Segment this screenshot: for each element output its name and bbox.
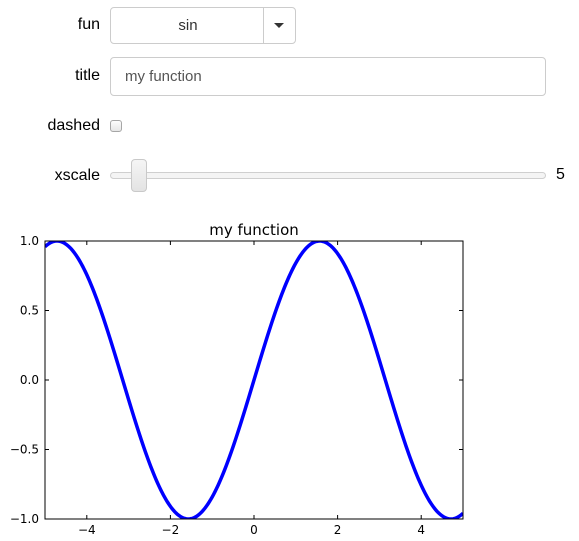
caret-down-icon: [274, 23, 284, 28]
xscale-label: xscale: [54, 167, 100, 184]
y-tick-label: −1.0: [10, 512, 39, 526]
x-tick-label: 0: [250, 523, 258, 537]
x-tick-label: −2: [162, 523, 180, 537]
xscale-value: 5: [556, 166, 565, 183]
title-label: title: [75, 67, 100, 84]
x-tick-label: 2: [334, 523, 342, 537]
title-input[interactable]: my function: [110, 57, 546, 96]
y-tick-label: 0.5: [20, 304, 39, 318]
xscale-slider-track[interactable]: [110, 172, 546, 179]
dashed-checkbox[interactable]: [110, 120, 122, 132]
xscale-slider-handle[interactable]: [131, 159, 147, 192]
y-tick-label: −0.5: [10, 443, 39, 457]
x-tick-label: −4: [78, 523, 96, 537]
dashed-label: dashed: [47, 117, 101, 134]
y-tick-label: 1.0: [20, 234, 39, 248]
x-tick-label: 4: [417, 523, 425, 537]
fun-dropdown-toggle[interactable]: [263, 8, 295, 43]
fun-selected-value: sin: [178, 17, 198, 34]
sin-plot: my function −4 −2 0 2 4 1.0 0.5 0.0 −0.5 −1.0: [10, 221, 464, 537]
fun-dropdown[interactable]: sin: [110, 7, 296, 44]
fun-label: fun: [77, 16, 100, 33]
y-tick-label: 0.0: [20, 373, 39, 387]
chart-title: my function: [209, 221, 299, 239]
series-line-sin: [45, 241, 463, 519]
